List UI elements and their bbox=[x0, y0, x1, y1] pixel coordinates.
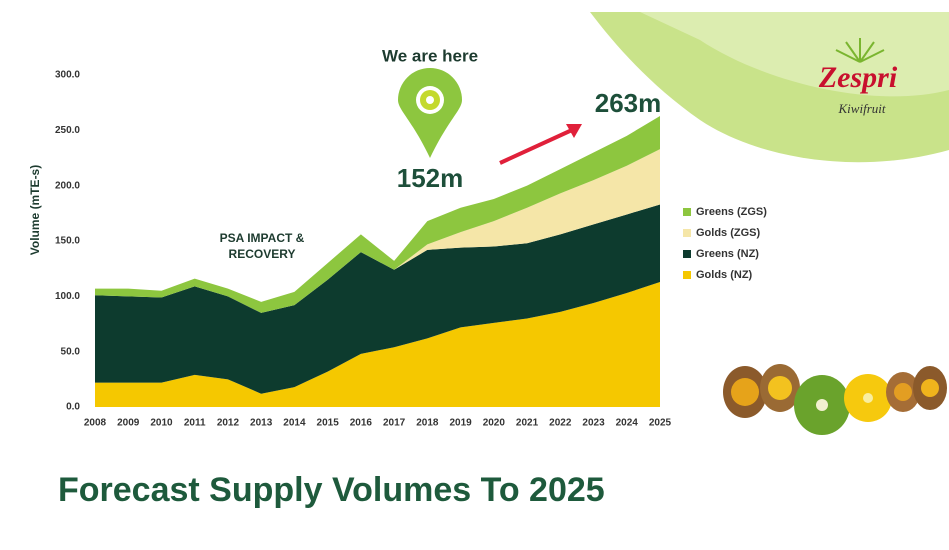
x-tick-label: 2018 bbox=[416, 418, 439, 429]
y-axis-label: Volume (mTE-s) bbox=[28, 165, 42, 255]
x-tick-label: 2009 bbox=[117, 418, 140, 429]
y-tick-label: 100.0 bbox=[55, 291, 80, 302]
x-tick-label: 2016 bbox=[350, 418, 373, 429]
x-tick-label: 2025 bbox=[649, 418, 672, 429]
legend: Greens (ZGS) Golds (ZGS) Greens (NZ) Golds … bbox=[683, 206, 767, 281]
x-tick-label: 2023 bbox=[582, 418, 605, 429]
x-tick-label: 2015 bbox=[317, 418, 340, 429]
y-tick-label: 250.0 bbox=[55, 125, 80, 136]
legend-label: Greens (NZ) bbox=[696, 248, 759, 260]
y-tick-label: 0.0 bbox=[66, 402, 80, 413]
x-tick-label: 2022 bbox=[549, 418, 572, 429]
x-tick-label: 2024 bbox=[616, 418, 639, 429]
logo: Zespri Kiwifruit bbox=[818, 38, 898, 116]
x-tick-label: 2014 bbox=[283, 418, 306, 429]
area bbox=[95, 149, 660, 313]
fruit-image bbox=[723, 364, 947, 435]
y-tick-label: 300.0 bbox=[55, 70, 80, 81]
x-tick-label: 2008 bbox=[84, 418, 107, 429]
legend-swatch bbox=[683, 229, 691, 237]
annotation: PSA IMPACT & bbox=[220, 231, 305, 245]
annotation: We are here bbox=[382, 46, 478, 65]
legend-swatch bbox=[683, 271, 691, 279]
legend-swatch bbox=[683, 208, 691, 216]
x-tick-label: 2021 bbox=[516, 418, 539, 429]
area bbox=[95, 281, 660, 407]
y-tick-label: 200.0 bbox=[55, 180, 80, 191]
legend-label: Greens (ZGS) bbox=[696, 206, 767, 218]
annotation: RECOVERY bbox=[229, 247, 296, 261]
x-tick-label: 2011 bbox=[184, 418, 206, 429]
arrow-head bbox=[566, 124, 582, 138]
area bbox=[95, 204, 660, 394]
legend-label: Golds (ZGS) bbox=[696, 227, 761, 239]
x-tick-label: 2020 bbox=[483, 418, 506, 429]
legend-swatch bbox=[683, 250, 691, 258]
brand: Zespri bbox=[818, 61, 898, 94]
plot: 0.0 50.0 100.0 150.0 200.0 250.0 300.0 2008 2009… bbox=[55, 70, 672, 429]
pin bbox=[398, 68, 462, 158]
area bbox=[95, 115, 660, 313]
background-shape bbox=[640, 12, 949, 97]
annotation: 152m bbox=[397, 163, 464, 193]
x-tick-label: 2010 bbox=[150, 418, 173, 429]
x-tick-label: 2017 bbox=[383, 418, 406, 429]
x-tick-label: 2013 bbox=[250, 418, 273, 429]
x-tick-label: 2012 bbox=[217, 418, 240, 429]
x-tick-label: 2019 bbox=[449, 418, 472, 429]
chart-title: Forecast Supply Volumes To 2025 bbox=[58, 471, 605, 509]
y-tick-label: 150.0 bbox=[55, 236, 80, 247]
annotation: 263m bbox=[595, 88, 662, 118]
y-tick-label: 50.0 bbox=[61, 346, 81, 357]
arrow bbox=[499, 128, 573, 165]
brand-subtitle: Kiwifruit bbox=[838, 101, 886, 116]
legend-label: Golds (NZ) bbox=[696, 269, 753, 281]
